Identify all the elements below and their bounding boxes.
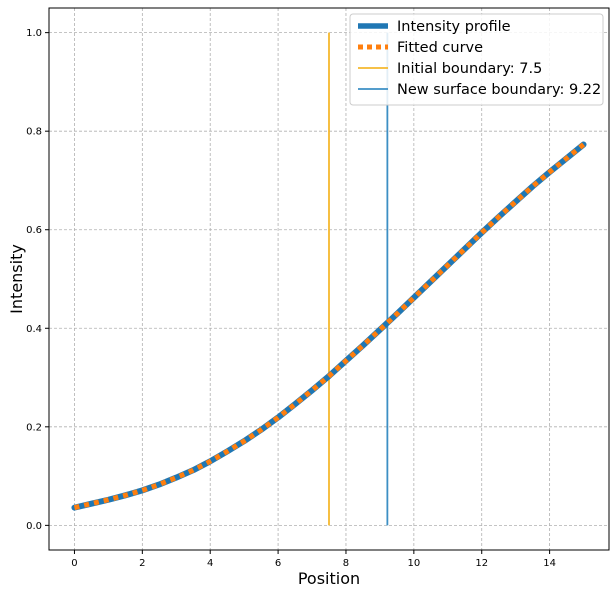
legend-label: Fitted curve — [397, 40, 483, 56]
legend-label: Initial boundary: 7.5 — [397, 61, 542, 77]
x-axis-label: Position — [298, 569, 360, 588]
y-tick-label: 0.0 — [26, 521, 42, 532]
y-tick-label: 0.6 — [26, 225, 42, 236]
y-axis-label: Intensity — [7, 244, 26, 314]
y-tick-label: 1.0 — [26, 28, 42, 39]
x-tick-label: 14 — [543, 558, 556, 569]
x-tick-label: 12 — [475, 558, 488, 569]
legend: Intensity profile Fitted curve Initial bou… — [349, 13, 604, 106]
y-tick-label: 0.2 — [26, 422, 42, 433]
legend-box — [349, 13, 604, 106]
x-ticks: 0 2 4 6 8 10 12 14 — [71, 550, 556, 569]
x-tick-label: 10 — [407, 558, 420, 569]
legend-label: Intensity profile — [397, 19, 511, 35]
y-tick-label: 0.8 — [26, 127, 42, 138]
series-line-2 — [73, 142, 586, 511]
y-tick-label: 0.4 — [26, 324, 42, 335]
plot-frame — [48, 7, 610, 551]
boundary-lines — [328, 32, 389, 526]
x-tick-label: 2 — [139, 558, 145, 569]
x-tick-label: 8 — [343, 558, 349, 569]
x-tick-label: 0 — [71, 558, 77, 569]
series-lines — [71, 141, 587, 511]
legend-label: New surface boundary: 9.22 — [397, 82, 601, 98]
y-ticks: 0.0 0.2 0.4 0.6 0.8 1.0 — [26, 28, 49, 532]
x-tick-label: 6 — [275, 558, 281, 569]
x-tick-label: 4 — [207, 558, 213, 569]
